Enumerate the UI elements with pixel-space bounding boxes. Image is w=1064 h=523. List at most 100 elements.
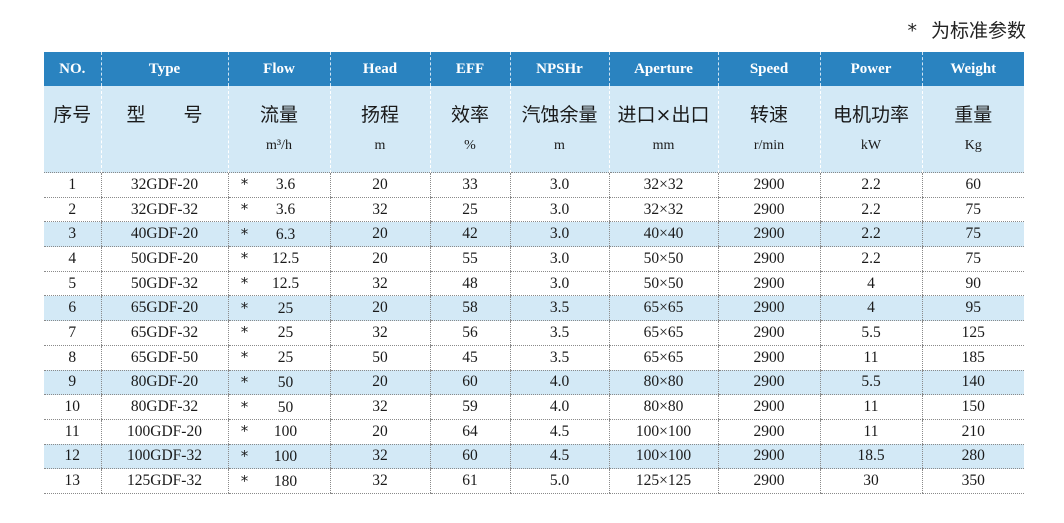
cell-head: 20: [329, 370, 430, 396]
cell-head: 20: [329, 172, 430, 198]
cell-weight: 75: [921, 197, 1024, 223]
column-label-cn: 效率: [450, 104, 489, 126]
flow-value: 50: [277, 373, 294, 391]
column-label-cn: 序号: [53, 104, 92, 126]
flow-value: 3.6: [275, 176, 296, 194]
cell-weight: 140: [921, 370, 1024, 396]
cell-flow: * 180: [227, 468, 330, 494]
cell-type: 100GDF-20: [100, 419, 228, 445]
standard-star: *: [240, 175, 249, 194]
column-header-cn: 汽蚀余量 m: [509, 86, 609, 173]
cell-speed: 2900: [717, 320, 820, 346]
standard-star: *: [240, 471, 249, 490]
cell-power: 4: [819, 295, 922, 322]
cell-head: 20: [329, 295, 430, 322]
cell-flow: * 100: [227, 444, 330, 470]
cell-head: 20: [329, 246, 430, 272]
cell-speed: 2900: [717, 345, 820, 371]
cell-power: 2.2: [819, 172, 922, 198]
cell-type: 40GDF-20: [100, 221, 228, 248]
standard-star: *: [240, 249, 249, 268]
cell-npshr: 4.0: [509, 394, 609, 420]
cell-head: 32: [329, 468, 430, 494]
flow-value: 180: [273, 472, 298, 490]
cell-power: 18.5: [819, 444, 922, 470]
flow-value: 50: [277, 398, 294, 416]
cell-no: 10: [44, 394, 101, 420]
cell-eff: 60: [429, 370, 510, 396]
cell-eff: 33: [429, 172, 510, 198]
cell-flow: * 25: [227, 295, 330, 322]
cell-weight: 210: [921, 419, 1024, 445]
cell-npshr: 4.5: [509, 419, 609, 445]
cell-weight: 90: [921, 271, 1024, 297]
column-header-en: Speed: [717, 52, 820, 86]
cell-eff: 25: [429, 197, 510, 223]
flow-value: 25: [277, 349, 294, 367]
column-header-en: NO.: [44, 52, 101, 86]
cell-head: 32: [329, 320, 430, 346]
cell-aperture: 65×65: [608, 320, 718, 346]
table-row: 2 32GDF-32 * 3.6 32 25 3.0 32×32 2900 2.2 75: [44, 197, 1024, 223]
column-label-cn: 电机功率: [832, 104, 909, 126]
header-row-english: NO. Type Flow Head EFF NPSHr Aperture Speed Powe…: [44, 52, 1024, 86]
cell-no: 12: [44, 444, 101, 470]
column-label-cn: 扬程: [360, 104, 399, 126]
column-unit: Kg: [964, 138, 982, 153]
column-unit: r/min: [753, 138, 785, 153]
cell-eff: 64: [429, 419, 510, 445]
cell-npshr: 5.0: [509, 468, 609, 494]
cell-speed: 2900: [717, 271, 820, 297]
cell-weight: 60: [921, 172, 1024, 198]
cell-power: 11: [819, 345, 922, 371]
cell-speed: 2900: [717, 394, 820, 420]
cell-type: 65GDF-20: [100, 295, 228, 322]
column-header-en: Type: [100, 52, 228, 86]
cell-no: 2: [44, 197, 101, 223]
cell-eff: 45: [429, 345, 510, 371]
cell-type: 32GDF-20: [100, 172, 228, 198]
cell-eff: 60: [429, 444, 510, 470]
column-header-en: Head: [329, 52, 430, 86]
cell-flow: * 25: [227, 345, 330, 371]
cell-power: 11: [819, 419, 922, 445]
column-unit: %: [464, 138, 476, 153]
standard-star: *: [240, 200, 249, 219]
flow-value: 6.3: [275, 225, 296, 243]
column-header-cn: 效率%: [429, 86, 510, 173]
standard-star: *: [240, 372, 249, 391]
cell-aperture: 100×100: [608, 444, 718, 470]
cell-speed: 2900: [717, 246, 820, 272]
cell-no: 7: [44, 320, 101, 346]
cell-flow: * 50: [227, 394, 330, 420]
cell-eff: 48: [429, 271, 510, 297]
cell-npshr: 3.5: [509, 345, 609, 371]
column-label-cn: 型 号: [126, 104, 203, 126]
cell-speed: 2900: [717, 468, 820, 494]
cell-weight: 280: [921, 444, 1024, 470]
cell-power: 30: [819, 468, 922, 494]
cell-speed: 2900: [717, 197, 820, 223]
cell-power: 11: [819, 394, 922, 420]
standard-star: *: [240, 348, 249, 367]
cell-aperture: 50×50: [608, 246, 718, 272]
cell-weight: 95: [921, 295, 1024, 322]
table-row: 11 100GDF-20 * 100 20 64 4.5 100×100 2900 11 210: [44, 419, 1024, 445]
column-label-cn: 重量: [954, 104, 993, 126]
column-header-en: EFF: [429, 52, 510, 86]
column-header-en: Aperture: [608, 52, 718, 86]
cell-head: 32: [329, 197, 430, 223]
column-header-en: NPSHr: [509, 52, 609, 86]
flow-value: 3.6: [275, 201, 296, 219]
flow-value: 12.5: [271, 250, 300, 268]
cell-type: 100GDF-32: [100, 444, 228, 470]
standard-star: *: [240, 323, 249, 342]
flow-value: 25: [277, 299, 294, 317]
cell-aperture: 32×32: [608, 172, 718, 198]
cell-aperture: 50×50: [608, 271, 718, 297]
cell-aperture: 65×65: [608, 345, 718, 371]
column-unit: m: [554, 138, 565, 153]
flow-value: 12.5: [271, 275, 300, 293]
cell-weight: 75: [921, 221, 1024, 248]
cell-type: 125GDF-32: [100, 468, 228, 494]
